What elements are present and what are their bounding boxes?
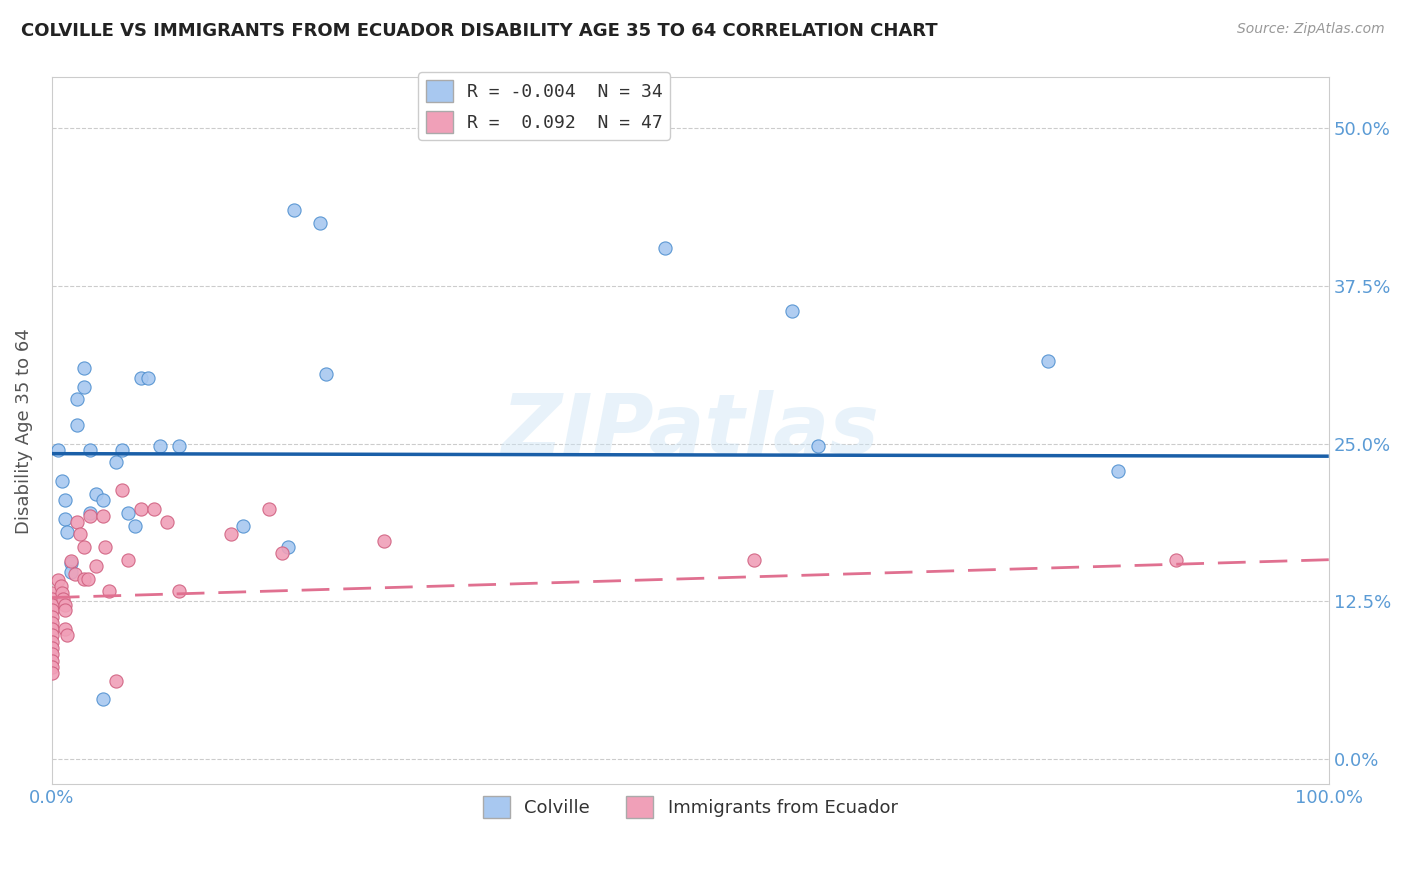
Point xyxy=(91,493,114,508)
Point xyxy=(66,417,89,432)
Point xyxy=(270,546,292,560)
Point xyxy=(66,515,89,529)
Point xyxy=(373,533,395,548)
Point xyxy=(136,371,159,385)
Point xyxy=(41,660,63,674)
Point xyxy=(782,304,804,318)
Text: ZIPatlas: ZIPatlas xyxy=(502,391,879,472)
Point xyxy=(46,573,69,587)
Point xyxy=(59,557,82,571)
Point xyxy=(51,585,73,599)
Point xyxy=(91,691,114,706)
Point xyxy=(654,241,676,255)
Point xyxy=(76,572,98,586)
Point xyxy=(117,506,139,520)
Point xyxy=(63,566,86,581)
Point xyxy=(53,622,76,636)
Point xyxy=(219,527,242,541)
Point xyxy=(742,552,765,566)
Point xyxy=(111,483,134,498)
Point xyxy=(73,380,96,394)
Point xyxy=(129,371,152,385)
Point xyxy=(169,439,191,453)
Point xyxy=(41,615,63,630)
Point xyxy=(41,591,63,606)
Legend: Colville, Immigrants from Ecuador: Colville, Immigrants from Ecuador xyxy=(475,789,905,825)
Point xyxy=(156,515,179,529)
Point xyxy=(1107,464,1129,478)
Point xyxy=(41,641,63,656)
Point xyxy=(41,603,63,617)
Point xyxy=(79,508,101,523)
Point xyxy=(66,392,89,407)
Point xyxy=(283,202,305,217)
Point xyxy=(86,487,108,501)
Point xyxy=(52,591,75,606)
Point xyxy=(129,502,152,516)
Point xyxy=(79,506,101,520)
Point xyxy=(41,648,63,662)
Point xyxy=(104,673,127,688)
Point xyxy=(257,502,280,516)
Point xyxy=(53,512,76,526)
Y-axis label: Disability Age 35 to 64: Disability Age 35 to 64 xyxy=(15,328,32,533)
Point xyxy=(104,455,127,469)
Point xyxy=(59,566,82,580)
Point xyxy=(41,634,63,648)
Point xyxy=(41,609,63,624)
Point xyxy=(51,475,73,489)
Point xyxy=(41,666,63,681)
Point xyxy=(86,559,108,574)
Point xyxy=(49,579,72,593)
Text: COLVILLE VS IMMIGRANTS FROM ECUADOR DISABILITY AGE 35 TO 64 CORRELATION CHART: COLVILLE VS IMMIGRANTS FROM ECUADOR DISA… xyxy=(21,22,938,40)
Text: Source: ZipAtlas.com: Source: ZipAtlas.com xyxy=(1237,22,1385,37)
Point xyxy=(124,518,146,533)
Point xyxy=(56,628,79,642)
Point xyxy=(1164,552,1187,566)
Point xyxy=(73,572,96,586)
Point xyxy=(111,442,134,457)
Point xyxy=(79,442,101,457)
Point xyxy=(117,552,139,566)
Point xyxy=(41,654,63,668)
Point xyxy=(149,439,172,453)
Point xyxy=(73,540,96,554)
Point xyxy=(73,360,96,375)
Point xyxy=(169,584,191,599)
Point xyxy=(1036,354,1059,368)
Point xyxy=(53,603,76,617)
Point xyxy=(41,622,63,636)
Point xyxy=(315,367,337,381)
Point xyxy=(41,598,63,612)
Point xyxy=(91,508,114,523)
Point xyxy=(41,628,63,642)
Point xyxy=(94,540,117,554)
Point xyxy=(53,598,76,612)
Point xyxy=(69,527,91,541)
Point xyxy=(59,554,82,568)
Point xyxy=(41,585,63,599)
Point xyxy=(142,502,165,516)
Point xyxy=(56,524,79,539)
Point xyxy=(98,584,121,599)
Point xyxy=(53,493,76,508)
Point xyxy=(232,518,254,533)
Point xyxy=(277,540,299,554)
Point xyxy=(46,442,69,457)
Point xyxy=(807,439,830,453)
Point xyxy=(309,216,332,230)
